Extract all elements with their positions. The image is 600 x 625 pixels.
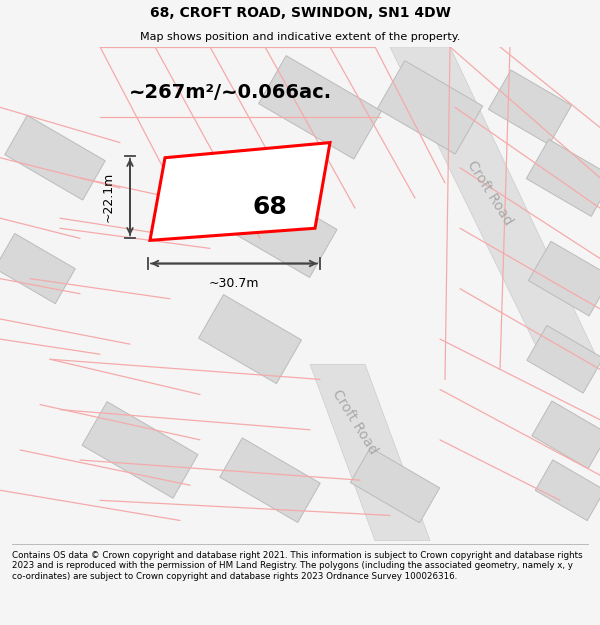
Polygon shape — [259, 56, 382, 159]
Polygon shape — [529, 241, 600, 316]
Polygon shape — [199, 294, 301, 384]
Polygon shape — [377, 61, 483, 154]
Text: ~30.7m: ~30.7m — [209, 277, 259, 290]
Text: Croft Road: Croft Road — [329, 387, 380, 456]
Polygon shape — [532, 401, 600, 469]
Polygon shape — [310, 364, 430, 541]
Polygon shape — [535, 460, 600, 521]
Polygon shape — [488, 70, 572, 144]
Polygon shape — [5, 116, 105, 200]
Text: Croft Road: Croft Road — [464, 158, 515, 228]
Text: ~267m²/~0.066ac.: ~267m²/~0.066ac. — [128, 82, 332, 102]
Polygon shape — [526, 139, 600, 216]
Text: 68: 68 — [253, 196, 287, 219]
Polygon shape — [150, 142, 330, 241]
Text: Contains OS data © Crown copyright and database right 2021. This information is : Contains OS data © Crown copyright and d… — [12, 551, 583, 581]
Polygon shape — [0, 234, 76, 304]
Polygon shape — [223, 179, 337, 278]
Polygon shape — [220, 438, 320, 522]
Polygon shape — [390, 47, 600, 364]
Text: ~22.1m: ~22.1m — [101, 172, 115, 222]
Text: 68, CROFT ROAD, SWINDON, SN1 4DW: 68, CROFT ROAD, SWINDON, SN1 4DW — [149, 6, 451, 20]
Polygon shape — [527, 326, 600, 393]
Polygon shape — [350, 448, 440, 522]
Text: Map shows position and indicative extent of the property.: Map shows position and indicative extent… — [140, 31, 460, 41]
Polygon shape — [82, 402, 198, 498]
